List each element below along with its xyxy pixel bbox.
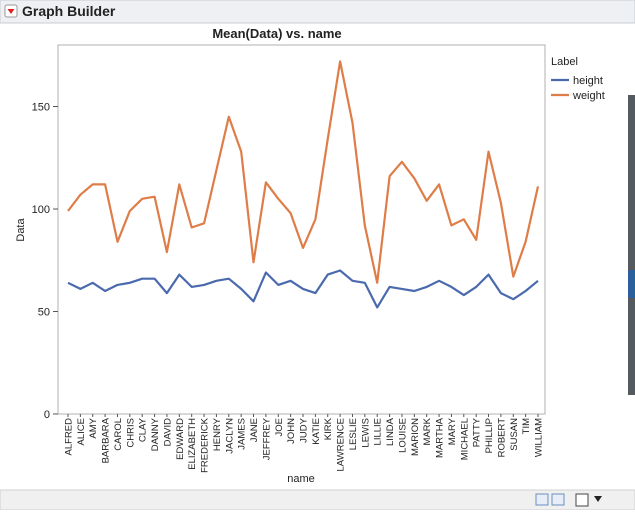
legend-label: weight: [572, 90, 605, 102]
x-tick-label: LILLIE: [373, 418, 384, 445]
x-tick-label: LEWIS: [360, 418, 371, 448]
x-tick-label: PATTY: [472, 417, 483, 447]
x-tick-label: ELIZABETH: [187, 418, 198, 470]
x-tick-label: WILLIAM: [534, 418, 545, 457]
y-axis-label: Data: [15, 218, 27, 242]
title-bar: [0, 0, 635, 24]
dropdown-arrow[interactable]: [594, 496, 602, 502]
x-tick-label: LOUISE: [397, 418, 408, 453]
home-icon[interactable]: [535, 493, 549, 506]
plot-frame: [57, 44, 546, 415]
x-tick-label: JOE: [274, 418, 285, 436]
x-tick-label: TIM: [521, 418, 532, 434]
x-tick-label: JEFFREY: [261, 417, 272, 460]
x-tick-label: KATIE: [311, 418, 322, 445]
x-tick-label: KIRK: [323, 417, 334, 440]
background-window-accent: [628, 270, 635, 298]
chart: Mean(Data) vs. name name Data Label 0 50 1…: [15, 26, 605, 485]
x-tick-label: JUDY: [299, 417, 310, 442]
x-tick-label: MARK: [422, 417, 433, 445]
x-tick-label: PHILLIP: [484, 418, 495, 453]
x-tick-label: DAVID: [162, 418, 173, 446]
x-tick-label: BARBARA: [101, 417, 112, 463]
y-tick-label: 100: [32, 204, 50, 216]
x-tick-label: MICHAEL: [459, 418, 470, 460]
x-tick-label: EDWARD: [175, 418, 186, 460]
x-tick-label: ALICE: [76, 418, 87, 445]
x-tick-label: CHRIS: [125, 418, 136, 448]
legend-title: Label: [551, 56, 578, 68]
x-tick-label: ALFRED: [64, 418, 75, 456]
x-tick-label: CLAY: [138, 417, 149, 442]
x-tick-label: DANNY: [150, 417, 161, 451]
x-tick-label: ROBERT: [496, 418, 507, 458]
x-tick-label: JAMES: [237, 418, 248, 450]
x-axis-label: name: [287, 473, 315, 485]
menu-triangle: [7, 9, 15, 14]
x-tick-label: MARY: [447, 417, 458, 445]
chart-title: Mean(Data) vs. name: [212, 26, 341, 41]
y-tick-label: 0: [44, 409, 50, 421]
line-0: [67, 269, 539, 309]
x-tick-label: JOHN: [286, 418, 297, 444]
x-tick-label: CAROL: [113, 418, 124, 451]
x-tick-label: LINDA: [385, 417, 396, 446]
background-window: [628, 95, 635, 395]
checkbox[interactable]: [575, 493, 589, 507]
x-tick-label: JACLYN: [224, 418, 235, 454]
legend-label: height: [573, 75, 603, 87]
x-tick-label: AMY: [88, 417, 99, 438]
x-tick-label: MARION: [410, 418, 421, 456]
y-tick-label: 150: [32, 102, 50, 114]
grid-icon[interactable]: [551, 493, 565, 506]
x-tick-label: LAWRENCE: [336, 418, 347, 472]
x-tick-label: FREDERICK: [200, 417, 211, 473]
x-tick-label: LESLIE: [348, 418, 359, 450]
x-tick-label: HENRY: [212, 417, 223, 451]
window-title: Graph Builder: [22, 3, 116, 19]
x-tick-label: JANE: [249, 418, 260, 442]
y-tick-label: 50: [38, 307, 50, 319]
x-tick-label: SUSAN: [509, 418, 520, 451]
x-tick-label: MARTHA: [435, 417, 446, 458]
line-1: [67, 60, 540, 284]
